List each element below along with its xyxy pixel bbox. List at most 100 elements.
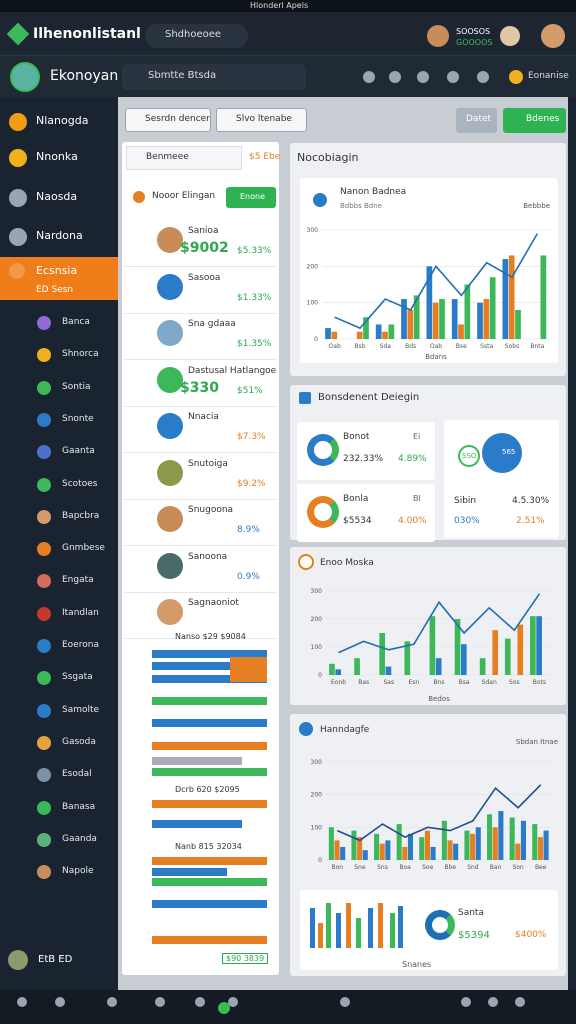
toolbar-button-label: Bdenes (526, 114, 560, 124)
toolbar-button[interactable] (125, 108, 211, 132)
list-avatar (157, 459, 183, 486)
bar (404, 641, 411, 675)
list-decor-bar (152, 742, 267, 750)
nav-sub-item: Itandlan (62, 607, 99, 618)
chart: Enoo Moska Bedos 0 100 200 300 Eonb Bas Sas Esn Bn… (298, 554, 552, 703)
bar (508, 255, 515, 339)
bubble-right: 4.5.30% (512, 496, 550, 506)
bar (379, 843, 385, 860)
legend: Sbdan Itnae (516, 738, 558, 746)
bar (363, 317, 369, 339)
nav-sub-item: Shnorca (62, 349, 99, 360)
list-change: $51% (237, 385, 263, 396)
y-tick-label: 100 (311, 824, 323, 831)
donut (307, 434, 339, 466)
bar (429, 616, 436, 675)
x-axis-label: Bedos (428, 695, 450, 703)
bar (354, 658, 360, 675)
stat-value: 232.33% (343, 454, 384, 464)
list-row[interactable] (124, 269, 277, 314)
list-search[interactable] (126, 146, 242, 170)
list-header-icon (133, 191, 145, 203)
bar (515, 309, 521, 339)
bar (325, 328, 331, 339)
list-row[interactable] (124, 315, 277, 360)
bar (356, 331, 363, 339)
nav-sub-icon (37, 412, 51, 427)
sidebar-footer-avatar (8, 950, 28, 970)
group-title: Nanso $29 $9084 (175, 632, 246, 641)
sidebar-footer: EtB ED (38, 954, 73, 965)
x-tick-label: Bsa (459, 679, 470, 686)
nav-item: Naosda (36, 190, 78, 203)
chart-title: Nanon Badnea (340, 187, 406, 197)
toolbar-button-label: Datet (466, 114, 492, 124)
toolbar-button[interactable] (503, 108, 566, 133)
list-button[interactable] (226, 187, 276, 208)
summary-decor-bar (336, 913, 341, 948)
nav-sub-icon (37, 768, 51, 783)
list-name: Snutoiga (188, 458, 228, 469)
nav-sub-icon (37, 316, 51, 330)
y-tick-label: 300 (311, 588, 323, 595)
list-row[interactable] (124, 222, 277, 267)
nav-sub-item: Gaanda (62, 833, 97, 844)
group-title: Nanb 815 32034 (175, 842, 242, 851)
bar (402, 846, 408, 860)
nav-sub-icon (37, 832, 51, 847)
list-row[interactable] (124, 455, 277, 500)
y-tick-label: 300 (311, 759, 323, 766)
bubble-left: Sibin (454, 496, 477, 506)
nav-sub-icon (37, 735, 51, 750)
bar (537, 837, 543, 860)
nav-item: Nnonka (36, 150, 78, 163)
bar (489, 277, 496, 339)
nav-sub-item: Esodal (62, 769, 92, 780)
toolbar-button[interactable] (456, 108, 497, 133)
card-title: Nocobiagin (297, 151, 359, 164)
nav-active[interactable] (0, 257, 118, 300)
nav-sub-item: Gaanta (62, 446, 95, 457)
toolbar-button[interactable] (216, 108, 307, 132)
bottom-icon (195, 997, 205, 1007)
bar (374, 833, 380, 860)
bar (502, 259, 509, 339)
list-avatar (157, 320, 183, 346)
bar (419, 837, 425, 860)
bar (492, 630, 499, 675)
list-row[interactable] (124, 594, 277, 639)
nav-sub-item: Samolte (62, 704, 100, 715)
bar (435, 658, 442, 675)
bar (515, 843, 521, 860)
bar (536, 616, 542, 675)
bottom-icon (17, 997, 27, 1007)
list-row[interactable] (124, 548, 277, 593)
bar (413, 295, 420, 339)
list-decor-bar (230, 657, 267, 682)
summary-decor-bar (326, 903, 331, 948)
list-decor-bar (152, 800, 267, 808)
summary-decor-bar (368, 908, 373, 948)
group-title: Dcrb 620 $2095 (175, 785, 240, 794)
list-row[interactable] (124, 362, 277, 407)
list-row[interactable] (124, 501, 277, 546)
list-decor-bar (152, 768, 267, 776)
x-tick-label: Sda (380, 343, 392, 350)
bubble-chip: 565 (502, 448, 516, 456)
header-search[interactable] (145, 24, 248, 48)
nav-sub-item: Banca (62, 317, 90, 327)
bar (426, 266, 433, 339)
list-row[interactable] (124, 408, 277, 453)
list-name: Dastusal Hatlangoe (188, 365, 277, 376)
subheader-search[interactable] (122, 64, 306, 90)
list-decor-bar (152, 868, 227, 876)
x-tick-label: Snd (467, 864, 479, 871)
bar (464, 284, 471, 339)
stat-title: Bonla (343, 494, 369, 504)
chart: Nanon Badnea Bdbbs Bdne Bebbbe Bdans 0 100 200… (307, 187, 550, 361)
list-change: $5.33% (237, 246, 272, 256)
bubble-small (458, 445, 480, 467)
bar (329, 663, 335, 675)
y-tick-label: 200 (307, 263, 319, 270)
nav-sub-item: Snonte (62, 413, 94, 424)
